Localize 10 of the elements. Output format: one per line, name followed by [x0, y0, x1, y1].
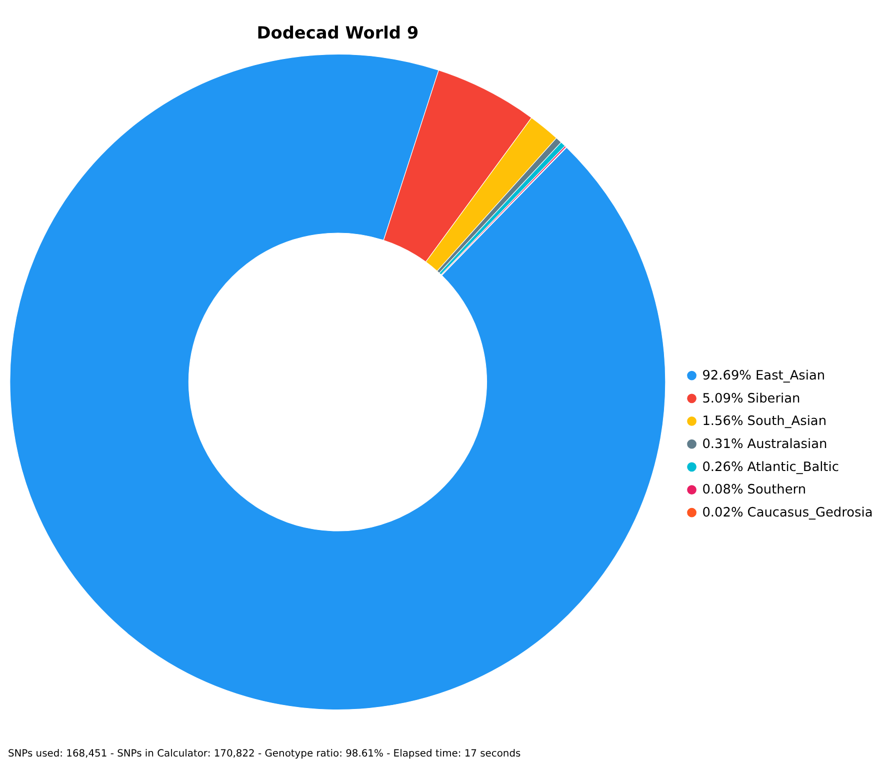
legend-label: 0.31% Australasian — [702, 437, 828, 452]
legend-label: 5.09% Siberian — [702, 391, 800, 406]
donut-slice — [10, 54, 666, 710]
legend-label: 0.26% Atlantic_Baltic — [702, 460, 839, 475]
legend-label: 1.56% South_Asian — [702, 414, 826, 430]
text: SNPs used: 168,451 - SNPs in Calculator: 170,822 - Genotype ratio: 98.61% - Elapsed time: 17 seconds — [8, 748, 521, 760]
chart-title: Dodecad World 9 — [256, 22, 419, 42]
legend-label: 0.08% Southern — [702, 482, 806, 498]
legend-label: 92.69% East_Asian — [702, 368, 826, 384]
legend-label: 0.02% Caucasus_Gedrosia — [702, 506, 873, 521]
